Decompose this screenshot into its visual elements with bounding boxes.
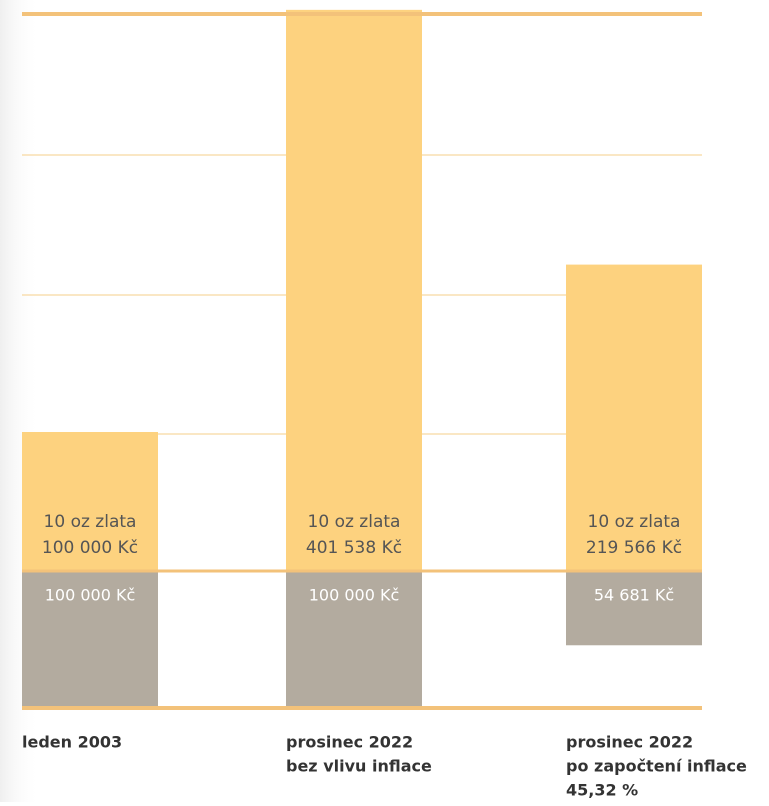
gold-bar: [566, 264, 702, 572]
x-category-label: prosinec 2022: [566, 733, 693, 752]
bar-name: 10 oz zlata: [308, 512, 401, 532]
x-category-label: prosinec 2022: [286, 733, 413, 752]
cash-bar: [566, 572, 702, 646]
bar-value-label: 219 566 Kč: [586, 538, 682, 558]
x-category-label: bez vlivu inflace: [286, 757, 432, 776]
bar-name: 10 oz zlata: [588, 512, 681, 532]
cash-bar: [286, 572, 422, 706]
gold-bar: [286, 9, 422, 572]
bar-value-label: 100 000 Kč: [42, 538, 138, 558]
x-category-label: po započtení inflace: [566, 757, 747, 776]
x-category-label: leden 2003: [22, 733, 122, 752]
cash-bar: [22, 572, 158, 706]
bar-value-label: 100 000 Kč: [309, 586, 400, 605]
x-category-label: 45,32 %: [566, 781, 638, 800]
bar-value-label: 54 681 Kč: [594, 586, 674, 605]
bar-name: 10 oz zlata: [44, 512, 137, 532]
bar-value-label: 100 000 Kč: [45, 586, 136, 605]
gold-bar: [22, 432, 158, 572]
bar-value-label: 401 538 Kč: [306, 538, 402, 558]
